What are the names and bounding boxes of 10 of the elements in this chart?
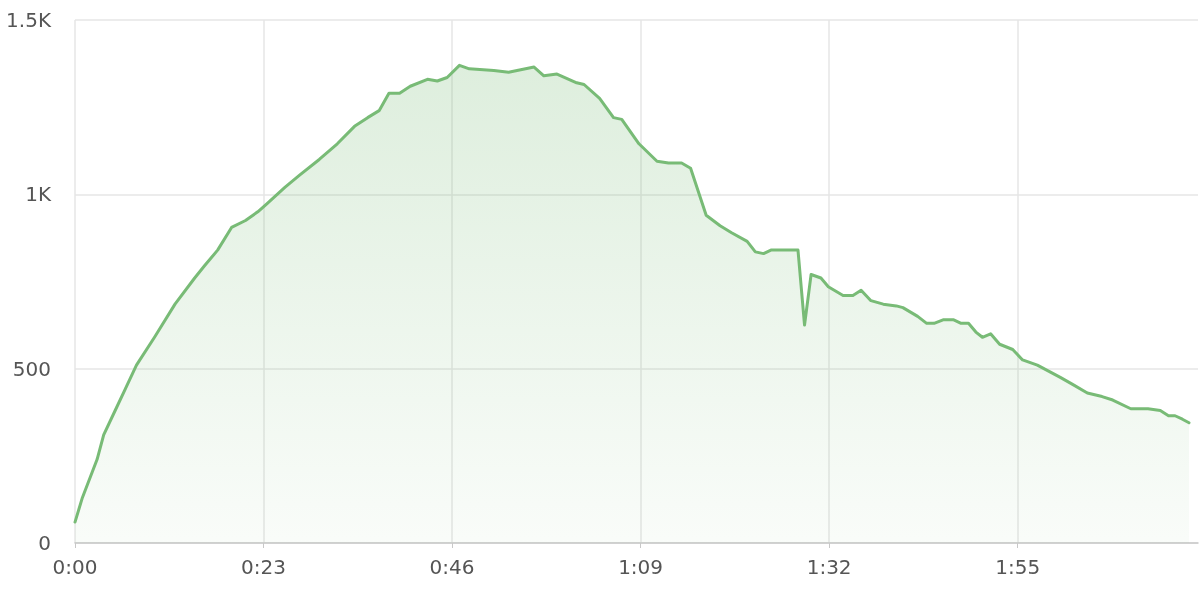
y-tick-label: 0 [38,531,51,555]
x-tick-label: 0:00 [52,555,98,579]
y-tick-label: 1.5K [6,8,52,32]
x-tick-label: 0:46 [429,555,475,579]
x-tick-label: 1:09 [618,555,664,579]
y-tick-label: 1K [25,182,52,207]
y-tick-label: 500 [12,356,51,381]
x-tick-label: 1:55 [995,555,1041,579]
x-tick-label: 1:32 [806,555,852,579]
x-tick-label: 0:23 [241,555,286,579]
